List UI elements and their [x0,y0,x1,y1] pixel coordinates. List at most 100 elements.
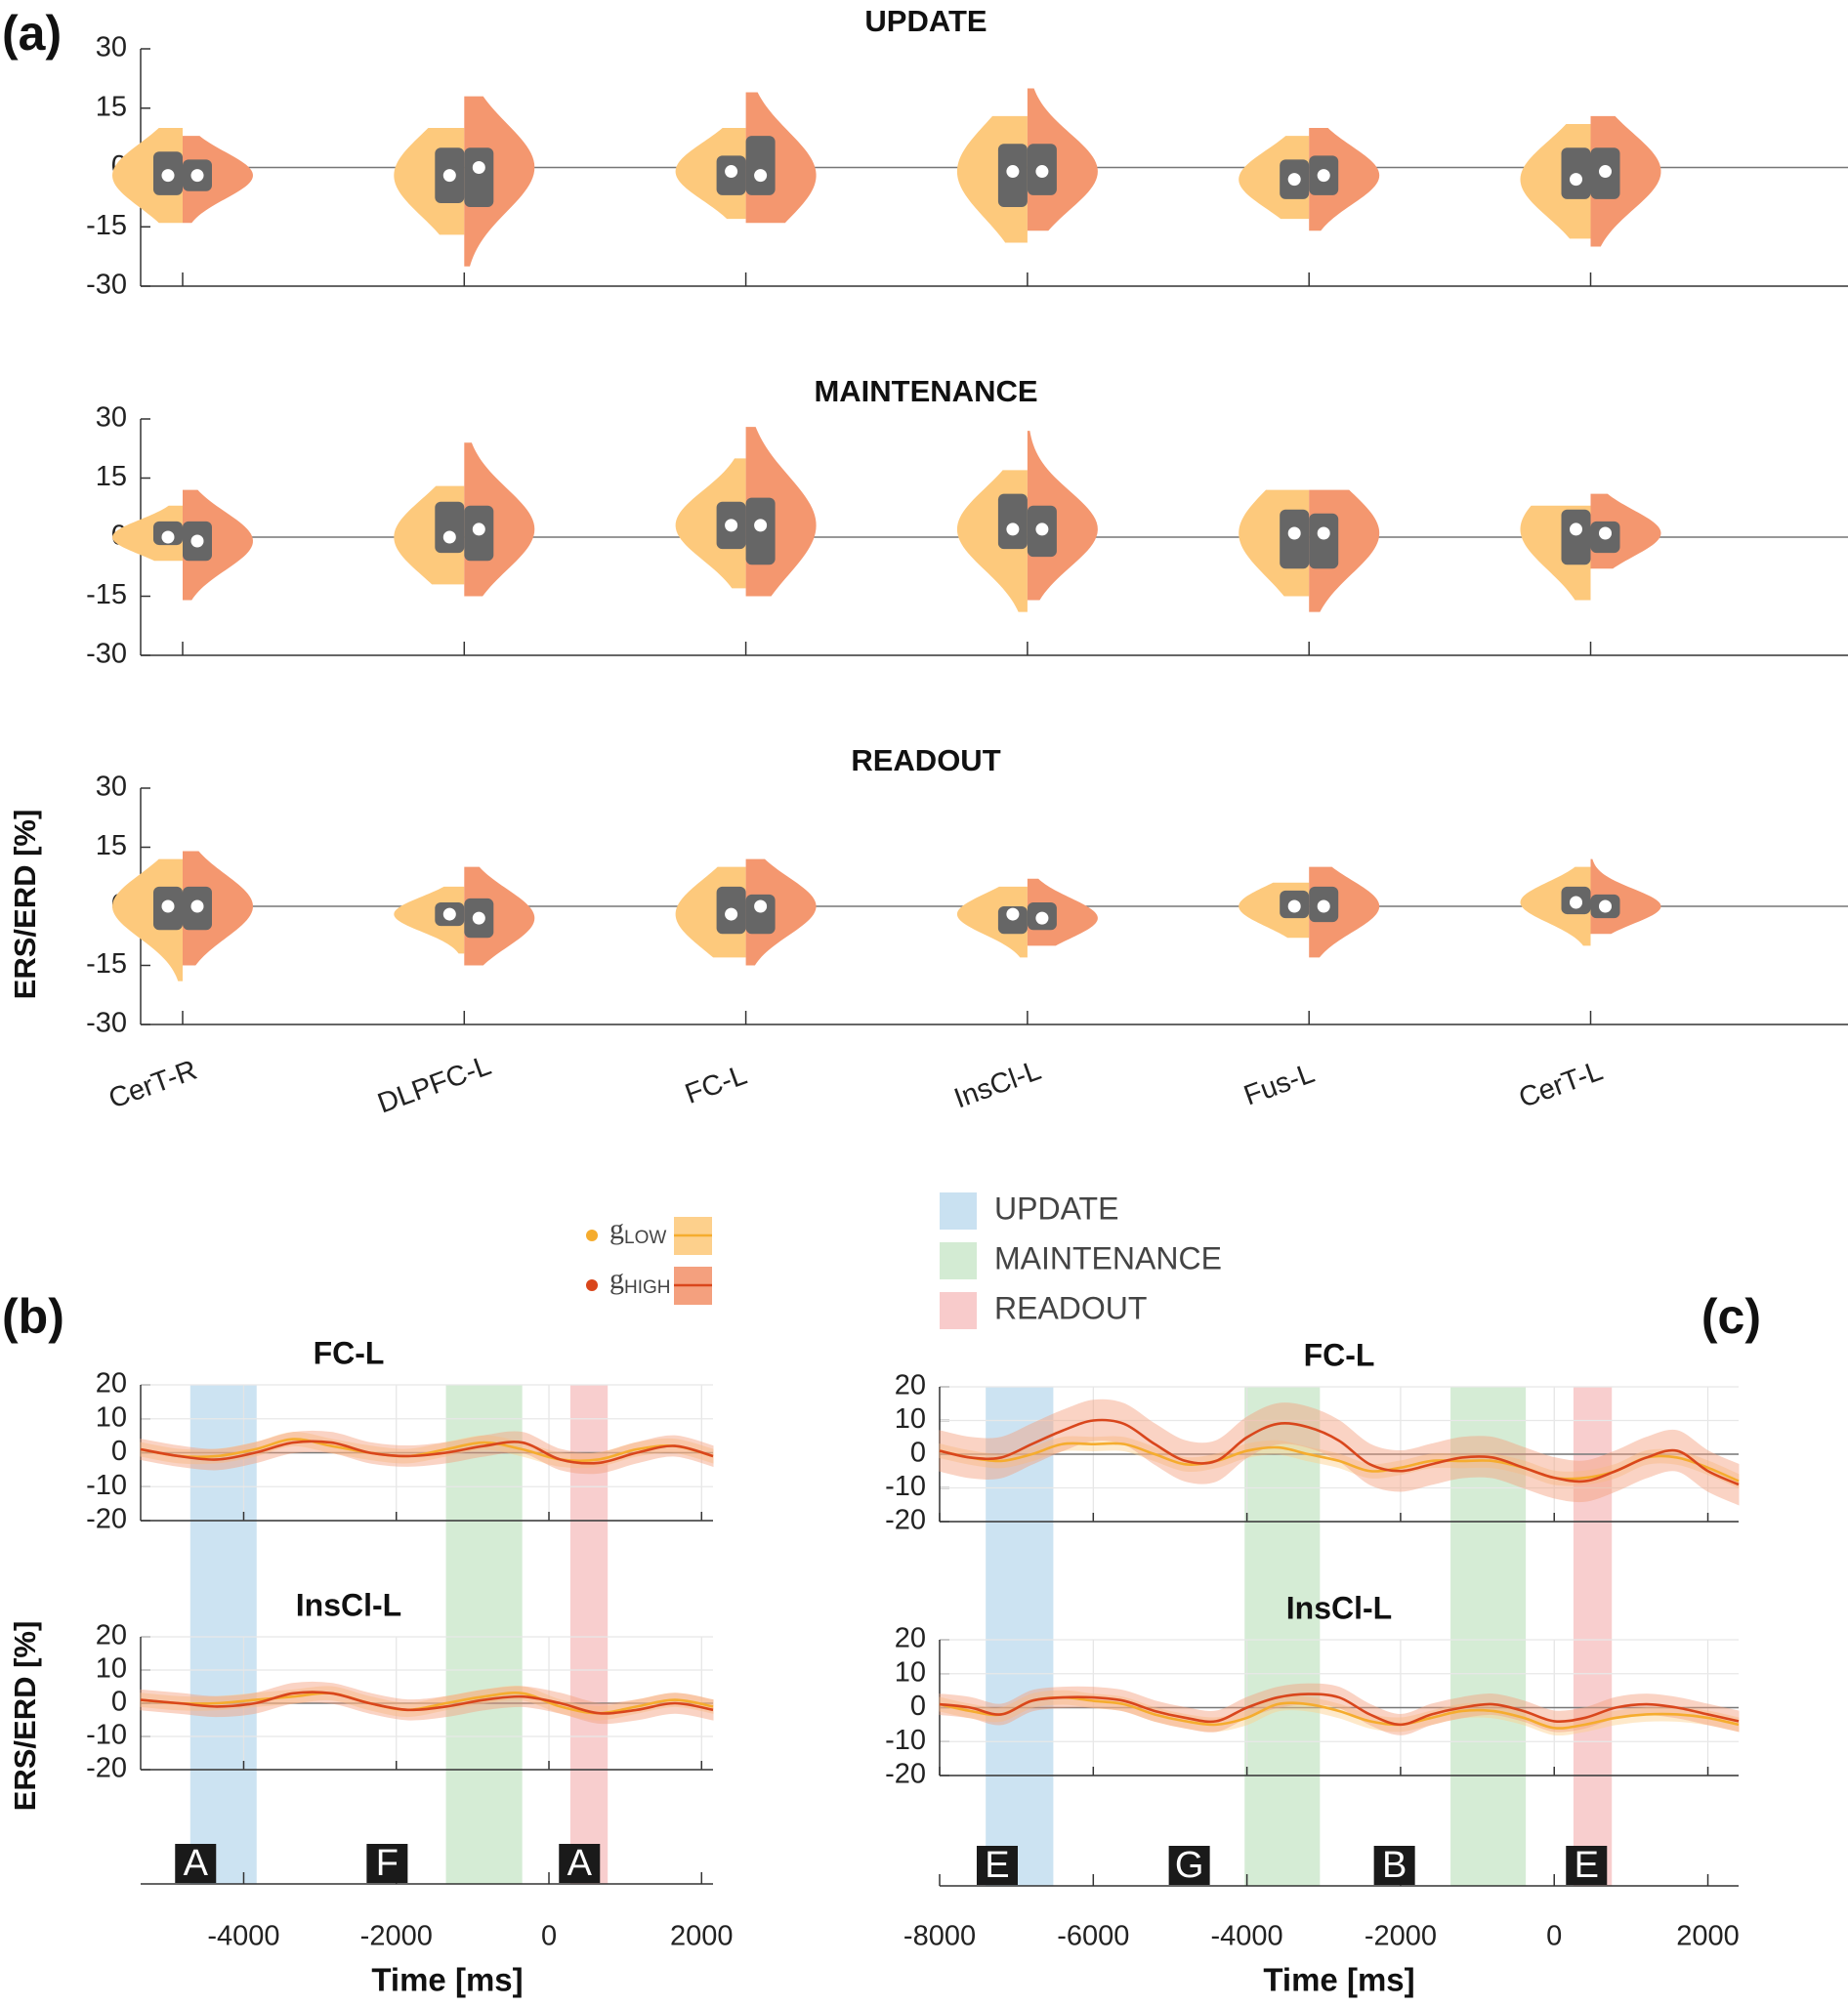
series-line [140,1691,714,1715]
median-dot [1287,526,1301,540]
y-tick-label: -30 [86,1008,127,1039]
phase-region [1450,1387,1527,1886]
median-dot [1317,899,1330,913]
median-dot [1035,165,1049,179]
x-tick-label: 0 [541,1921,557,1952]
legend-name: g [609,1213,624,1245]
median-dot [1599,165,1612,179]
y-tick-label: -20 [86,1504,127,1535]
y-tick-label: 0 [910,1691,926,1722]
y-tick-label: 0 [111,1687,127,1718]
phase-region [569,1385,609,1884]
y-tick-label: -10 [885,1471,926,1502]
y-tick-label: 10 [895,1403,926,1435]
median-dot [754,519,768,532]
y-tick-label: -20 [885,1505,926,1536]
y-tick-label: 10 [96,1401,127,1433]
event-marker [1168,1846,1210,1885]
legend-swatch [940,1292,977,1329]
y-tick-label: 30 [96,772,127,803]
legend-swatch [940,1242,977,1279]
y-tick-label: 30 [96,402,127,434]
event-marker-label: A [184,1843,209,1884]
y-tick-label: 20 [96,1620,127,1651]
y-tick-label: 0 [910,1438,926,1469]
event-marker [1566,1846,1608,1885]
series-line [140,1438,714,1463]
median-dot [1317,169,1330,183]
violin-half [183,136,253,224]
median-dot [1599,526,1612,540]
median-dot [754,899,768,913]
median-dot [1035,522,1049,536]
median-dot [442,169,456,183]
y-tick-label: -15 [86,210,127,241]
x-tick-label: 0 [1546,1921,1562,1952]
median-dot [1570,896,1582,909]
iqr-box [1561,509,1591,565]
y-tick-label: -30 [86,639,127,670]
y-tick-label: 15 [96,461,127,492]
median-dot [1570,522,1582,536]
y-tick-label: 20 [96,1368,127,1400]
median-dot [472,522,485,536]
median-dot [725,165,738,179]
x-tick-label: -2000 [360,1921,433,1952]
panel-label: (b) [2,1289,64,1344]
violin-half [1027,431,1098,601]
y-tick-label: 10 [96,1653,127,1685]
y-axis-label: ERS/ERD [%] [8,1621,42,1812]
violin-half [464,866,535,966]
series-line [140,1440,714,1465]
event-marker [976,1846,1018,1885]
panel-label: (a) [2,6,62,61]
legend-label: UPDATE [994,1191,1118,1226]
y-tick-label: 0 [111,1436,127,1467]
x-tick-label: -8000 [903,1921,976,1952]
event-marker-label: E [1575,1845,1599,1886]
median-dot [1317,526,1330,540]
event-marker [1373,1846,1415,1885]
y-tick-label: -10 [885,1725,926,1756]
event-marker-label: A [567,1843,593,1884]
median-dot [1006,165,1020,179]
x-tick-label: CerT-L [1515,1056,1607,1114]
subplot-title: FC-L [314,1335,385,1370]
violin-half [1309,128,1380,231]
phase-region [986,1387,1054,1886]
subplot-title: READOUT [851,743,1000,777]
median-dot [1035,911,1049,925]
x-tick-label: -2000 [1365,1921,1437,1952]
phase-region [189,1385,257,1884]
iqr-box [997,493,1028,550]
series-line [939,1418,1740,1486]
legend-label: gLOW [609,1213,666,1248]
x-tick-label: -4000 [207,1921,279,1952]
median-dot [1287,173,1301,187]
x-tick-label: CerT-R [105,1055,201,1115]
x-tick-label: FC-L [681,1060,751,1110]
x-tick-label: -4000 [1211,1921,1283,1952]
event-marker-label: B [1382,1845,1407,1886]
median-dot [442,530,456,544]
median-dot [442,907,456,921]
error-band [939,1399,1740,1506]
y-tick-label: -30 [86,270,127,301]
y-tick-label: 15 [96,91,127,122]
x-tick-label: -6000 [1057,1921,1129,1952]
y-tick-label: -15 [86,948,127,980]
legend-label: gHIGH [609,1263,671,1298]
iqr-box [1309,513,1339,569]
event-marker [175,1844,217,1883]
x-tick-label: DLPFC-L [374,1050,496,1119]
median-dot [190,534,204,548]
median-dot [1006,522,1020,536]
y-tick-label: -15 [86,579,127,610]
violin-half [112,505,183,562]
median-dot [161,530,175,544]
median-dot [725,907,738,921]
y-tick-label: 10 [895,1656,926,1688]
subplot-title: InsCl-L [296,1587,401,1622]
y-tick-label: -20 [885,1759,926,1790]
